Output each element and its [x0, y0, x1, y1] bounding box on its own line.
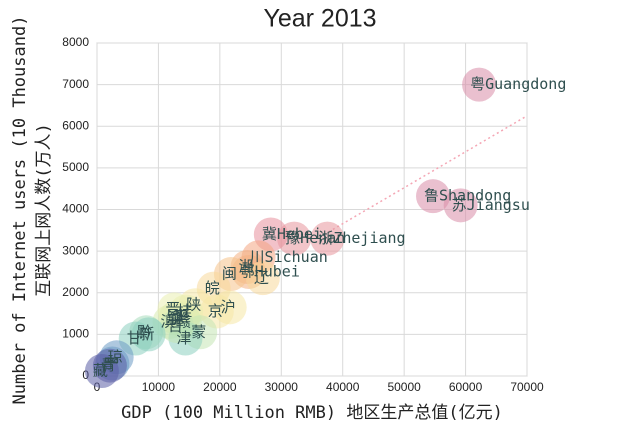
point-label: 吉 — [168, 317, 183, 335]
y-tick-label: 4000 — [62, 202, 89, 216]
point-label: 青 — [101, 356, 116, 374]
point-label: 渝 — [167, 308, 182, 326]
bubble — [310, 221, 345, 256]
point-label: 新 — [140, 325, 155, 343]
x-tick-label: 50000 — [387, 380, 421, 394]
y-tick-label: 8000 — [62, 35, 89, 49]
x-tick-label: 40000 — [326, 380, 360, 394]
point-label: 冀Hebei — [262, 225, 322, 243]
bubble — [159, 309, 194, 344]
bubble — [416, 179, 451, 214]
point-label: 粤Guangdong — [470, 75, 566, 93]
point-label: 川Sichuan — [250, 248, 328, 266]
y-tick-label: 5000 — [62, 160, 89, 174]
bubble — [131, 317, 166, 352]
x-tick-label: 60000 — [449, 380, 483, 394]
point-label: 鄂Hubei — [240, 262, 300, 280]
point-label: 湘 — [239, 257, 254, 275]
point-label: 藏 — [93, 362, 108, 380]
point-label: 闽 — [222, 265, 237, 283]
bubble — [443, 188, 478, 223]
x-tick-label: 10000 — [142, 380, 176, 394]
point-label: 琼 — [108, 348, 123, 366]
point-label: 皖 — [205, 279, 220, 297]
point-label: 蒙 — [191, 323, 206, 341]
point-label: 陕 — [186, 296, 201, 314]
bubble — [277, 221, 312, 256]
point-label: 豫Henan — [285, 229, 345, 247]
point-label: 浙Zhejiang — [318, 229, 405, 247]
y-tick-label: 7000 — [62, 77, 89, 91]
bubble — [462, 67, 497, 102]
y-tick-label: 6000 — [62, 118, 89, 132]
point-label: 滇 — [160, 312, 175, 330]
trend-line — [323, 115, 528, 236]
x-axis-label: GDP (100 Million RMB) 地区生产总值(亿元) — [121, 403, 503, 423]
x-tick-label: 20000 — [203, 380, 237, 394]
y-tick-label: 2000 — [62, 285, 89, 299]
y-tick-label: 3000 — [62, 243, 89, 257]
y-axis-label: Number of Internet users (10 Thousand) — [10, 16, 30, 405]
point-label: 沪 — [221, 298, 236, 316]
point-label: 赣 — [176, 312, 191, 330]
chart-title: Year 2013 — [263, 5, 376, 33]
point-label: 黔 — [137, 323, 152, 341]
point-label: 黑 — [174, 308, 189, 326]
point-label: 桂 — [177, 302, 192, 320]
x-tick-label: 70000 — [510, 380, 544, 394]
y-axis-label: 互联网上网人数(万人) — [34, 123, 54, 296]
point-label: 辽 — [254, 269, 269, 287]
point-label: 京 — [208, 302, 223, 320]
point-label: 津 — [176, 329, 191, 347]
point-label: 宁 — [103, 354, 118, 372]
bubble — [84, 354, 119, 389]
point-label: 苏Jiangsu — [452, 196, 530, 214]
bubble — [245, 261, 280, 296]
point-label: 甘 — [127, 329, 142, 347]
point-label: 晋 — [165, 300, 180, 318]
x-tick-label: 30000 — [265, 380, 299, 394]
y-tick-label: 1000 — [62, 327, 89, 341]
point-label: 鲁Shandong — [424, 187, 511, 205]
